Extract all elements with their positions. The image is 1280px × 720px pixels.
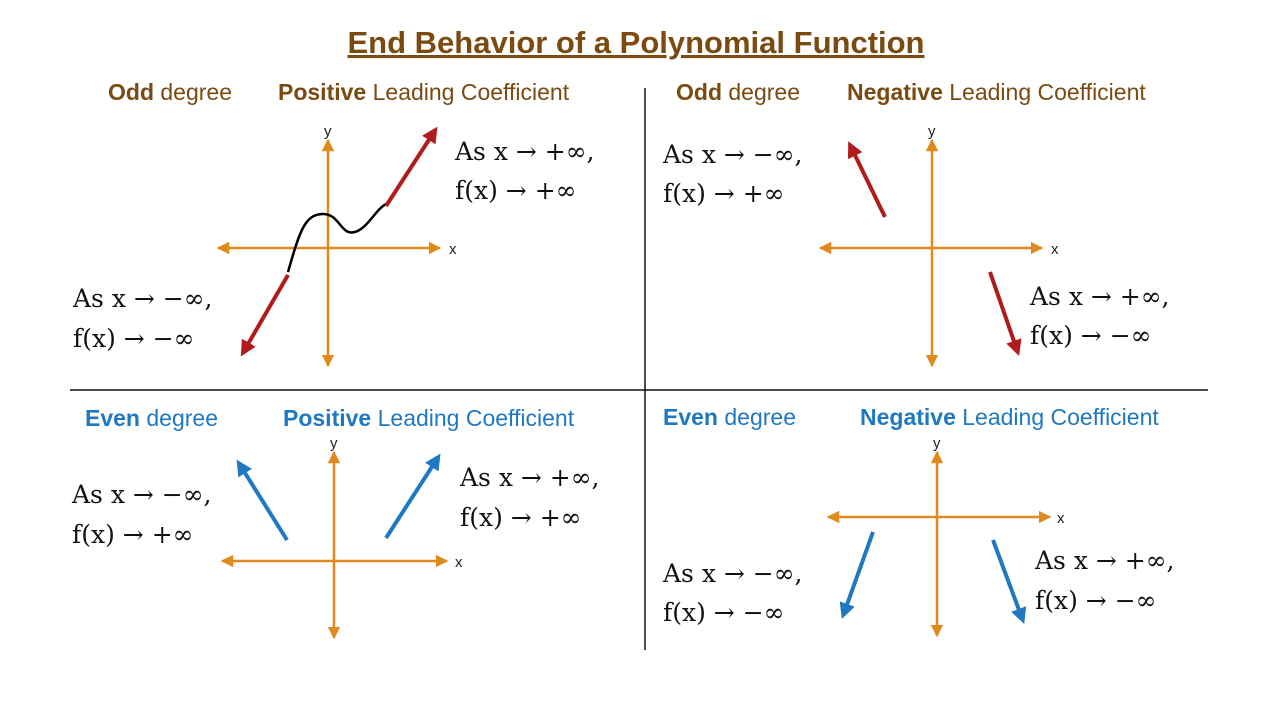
note: f(x) → +∞ [72, 520, 193, 549]
note: As x → +∞, [454, 137, 595, 166]
end-arrow [240, 273, 290, 357]
x-label: x [1051, 241, 1059, 258]
x-label: x [1057, 510, 1065, 527]
degree-text: degree [728, 79, 800, 105]
end-arrow [988, 271, 1022, 357]
heading: Even degree [85, 405, 218, 431]
heading: Negative Leading Coefficient [847, 79, 1146, 105]
degree-bold: Even [663, 404, 718, 430]
heading: Positive Leading Coefficient [278, 79, 570, 105]
coef-text: Leading Coefficient [378, 405, 575, 431]
coef-bold: Negative [847, 79, 943, 105]
heading: Positive Leading Coefficient [283, 405, 575, 431]
note: f(x) → +∞ [460, 503, 581, 532]
degree-text: degree [160, 79, 232, 105]
degree-bold: Even [85, 405, 140, 431]
coef-bold: Negative [860, 404, 956, 430]
note: As x → +∞, [459, 463, 600, 492]
note: f(x) → −∞ [1030, 321, 1151, 350]
note: As x → −∞, [662, 140, 803, 169]
coef-text: Leading Coefficient [949, 79, 1146, 105]
note: f(x) → +∞ [663, 179, 784, 208]
end-arrow [847, 141, 887, 218]
note: As x → −∞, [662, 559, 803, 588]
curve [286, 202, 387, 273]
end-arrow [839, 531, 875, 620]
end-arrow [991, 539, 1027, 624]
note: f(x) → −∞ [73, 324, 194, 353]
note: f(x) → −∞ [663, 598, 784, 627]
degree-bold: Odd [676, 79, 722, 105]
note: f(x) → +∞ [455, 176, 576, 205]
heading: Negative Leading Coefficient [860, 404, 1159, 430]
coef-text: Leading Coefficient [962, 404, 1159, 430]
degree-text: degree [146, 405, 218, 431]
title: End Behavior of a Polynomial Function [348, 25, 925, 60]
degree-text: degree [724, 404, 796, 430]
coef-bold: Positive [278, 79, 366, 105]
y-label: y [933, 435, 941, 452]
heading: Odd degree [676, 79, 800, 105]
x-label: x [455, 554, 463, 571]
heading: Even degree [663, 404, 796, 430]
note: As x → +∞, [1034, 546, 1175, 575]
x-label: x [449, 241, 457, 258]
note: As x → −∞, [72, 284, 213, 313]
end-arrow [384, 126, 438, 208]
end-arrow [384, 453, 441, 540]
degree-bold: Odd [108, 79, 154, 105]
coef-text: Leading Coefficient [373, 79, 570, 105]
y-label: y [330, 435, 338, 452]
y-label: y [928, 123, 936, 140]
note: As x → −∞, [71, 480, 212, 509]
note: As x → +∞, [1029, 282, 1170, 311]
y-label: y [324, 123, 332, 140]
coef-bold: Positive [283, 405, 371, 431]
end-arrow [236, 459, 289, 542]
note: f(x) → −∞ [1035, 586, 1156, 615]
heading: Odd degree [108, 79, 232, 105]
